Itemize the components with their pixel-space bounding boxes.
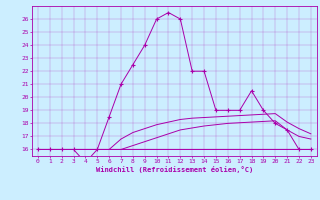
X-axis label: Windchill (Refroidissement éolien,°C): Windchill (Refroidissement éolien,°C) — [96, 166, 253, 173]
